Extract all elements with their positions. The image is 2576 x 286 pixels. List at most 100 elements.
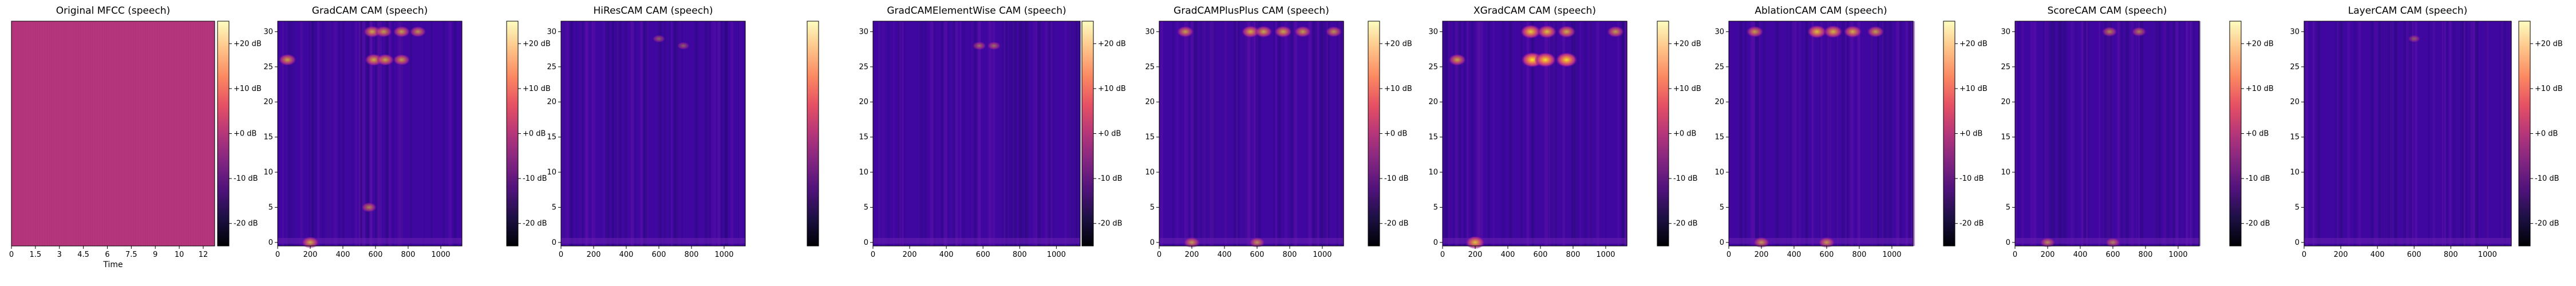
cam-streak <box>1805 21 1808 246</box>
cam-streak <box>640 21 643 246</box>
cam-streak <box>1871 21 1873 246</box>
cam-streak <box>1002 21 1004 246</box>
cam-streak <box>1828 21 1830 246</box>
cam-band <box>2304 238 2511 244</box>
y-tick-label: 5 <box>1150 203 1155 212</box>
colorbar <box>1657 21 1669 247</box>
cam-streak <box>1247 21 1251 246</box>
mfcc-texture <box>159 21 160 246</box>
cam-streak <box>2083 21 2086 246</box>
panel-3: HiResCAM CAM (speech) 0 5 10 15 20 25 30 0 200 400… <box>547 5 819 259</box>
cam-streak <box>2099 21 2100 246</box>
x-tick-label: 0 <box>1157 251 1161 259</box>
cam-streak <box>358 21 361 246</box>
cam-streak <box>974 21 977 246</box>
cam-streak <box>1890 21 1893 246</box>
cam-streak <box>2107 21 2109 246</box>
cam-hotspot <box>1555 52 1578 67</box>
cam-streak <box>669 21 672 246</box>
panel-title: Original MFCC (speech) <box>56 5 170 17</box>
cam-streak <box>1447 21 1450 246</box>
cam-streak <box>398 21 400 246</box>
x-tick-label: 600 <box>2407 251 2421 259</box>
mfcc-texture <box>73 21 74 246</box>
cam-streak <box>1315 21 1319 246</box>
cam-hotspot <box>1818 237 1835 248</box>
cam-streak <box>2103 21 2107 246</box>
cam-streak <box>944 21 947 246</box>
cam-streak <box>2460 21 2462 246</box>
cam-streak <box>1605 21 1607 246</box>
cam-streak <box>2022 21 2024 246</box>
cam-streak <box>903 21 906 246</box>
mfcc-texture <box>157 21 158 246</box>
cam-streak <box>2032 21 2036 246</box>
cam-hotspot <box>987 41 1001 50</box>
cam-streak <box>453 21 456 246</box>
cam-hotspot <box>2101 26 2117 37</box>
cam-streak <box>1744 21 1747 246</box>
cam-streak <box>920 21 924 246</box>
cam-streak <box>2305 21 2309 246</box>
mfcc-texture <box>140 21 141 246</box>
colorbar-tick-label: +20 dB <box>1959 39 1988 48</box>
colorbar <box>1943 21 1955 247</box>
cam-streak <box>1234 21 1236 246</box>
cam-streak <box>730 21 733 246</box>
cam-streak <box>1308 21 1311 246</box>
mfcc-texture <box>99 21 100 246</box>
cam-band <box>1443 238 1627 244</box>
colorbar-tick-label: -10 dB <box>1384 174 1409 183</box>
cam-streak <box>2412 21 2414 246</box>
cam-streak <box>670 21 673 246</box>
cam-streak <box>1777 21 1779 246</box>
cam-hotspot <box>1807 25 1827 39</box>
mfcc-texture <box>116 21 117 246</box>
mfcc-texture <box>61 21 62 246</box>
x-tick-label: 600 <box>976 251 990 259</box>
y-tick-label: 10 <box>2290 168 2300 177</box>
cam-streak <box>327 21 331 246</box>
colorbar <box>1368 21 1380 247</box>
y-tick-label: 0 <box>1150 239 1155 247</box>
x-tick-label: 600 <box>1534 251 1548 259</box>
cam-streak <box>1850 21 1852 246</box>
mfcc-texture <box>56 21 57 246</box>
y-tick-label: 30 <box>547 27 556 36</box>
cam-streak <box>1046 21 1049 246</box>
cam-streak <box>1851 21 1854 246</box>
mfcc-texture <box>135 21 136 246</box>
y-tick-label: 20 <box>1714 98 1724 106</box>
cam-streak <box>2500 21 2502 246</box>
mfcc-texture <box>25 21 26 246</box>
cam-streak <box>2117 21 2119 246</box>
cam-streak <box>1290 21 1293 246</box>
mfcc-texture <box>51 21 52 246</box>
cam-streak <box>1870 21 1874 246</box>
y-tick-label: 0 <box>1433 239 1438 247</box>
colorbar-tick-label: -20 dB <box>1098 220 1123 228</box>
y-tick-label: 25 <box>263 63 273 72</box>
cam-streak <box>1877 21 1879 246</box>
cam-streak <box>2154 21 2156 246</box>
y-tick-label: 15 <box>2290 133 2300 142</box>
mfcc-texture <box>114 21 115 246</box>
x-tick-label: 200 <box>587 251 601 259</box>
y-tick-label: 20 <box>859 98 868 106</box>
x-tick-label: 1000 <box>1882 251 1901 259</box>
cam-streak <box>582 21 584 246</box>
cam-streak <box>1005 21 1008 246</box>
cam-hotspot <box>376 54 394 66</box>
cam-streak <box>605 21 609 246</box>
cam-streak <box>1806 21 1809 246</box>
colorbar-tick-label: -20 dB <box>523 220 547 228</box>
cam-streak <box>659 21 662 246</box>
mfcc-texture <box>54 21 55 246</box>
mfcc-texture <box>30 21 31 246</box>
cam-band <box>561 238 745 244</box>
cam-streak <box>1444 21 1446 246</box>
cam-streak <box>2154 21 2158 246</box>
cam-streak <box>930 21 934 246</box>
cam-streak <box>1880 21 1884 246</box>
mfcc-texture <box>44 21 45 246</box>
